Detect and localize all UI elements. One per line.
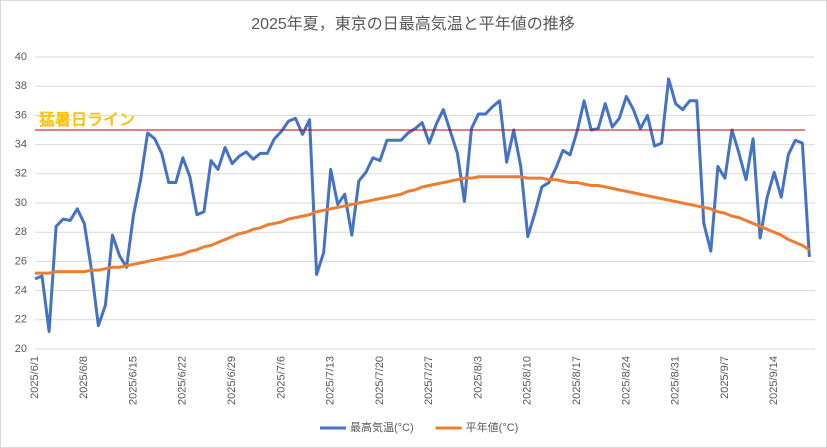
x-tick-label: 2025/6/22 [177,356,189,405]
x-tick-label: 2025/7/27 [423,356,435,405]
x-tick-label: 2025/6/8 [78,356,90,399]
y-tick-label: 40 [15,51,27,63]
y-tick-label: 36 [15,109,27,121]
series-line [35,175,811,275]
x-tick-label: 2025/7/13 [325,356,337,405]
x-tick-label: 2025/8/24 [620,356,632,405]
y-tick-label: 30 [15,197,27,209]
y-tick-label: 26 [15,255,27,267]
x-tick-label: 2025/6/1 [29,356,41,399]
x-tick-label: 2025/8/3 [472,356,484,399]
y-tick-label: 22 [15,314,27,326]
y-tick-label: 38 [15,80,27,92]
x-tick-label: 2025/8/10 [522,356,534,405]
x-tick-label: 2025/8/31 [670,356,682,405]
annotation-label: 猛暑日ライン [38,110,135,129]
x-tick-label: 2025/6/29 [226,356,238,405]
x-tick-label: 2025/7/20 [374,356,386,405]
chart-title: 2025年夏，東京の日最高気温と平年値の推移 [251,15,575,33]
x-tick-label: 2025/8/17 [571,356,583,405]
y-tick-label: 34 [15,139,27,151]
y-tick-label: 28 [15,226,27,238]
y-tick-label: 32 [15,168,27,180]
y-tick-label: 20 [15,343,27,355]
series-line [34,77,811,333]
y-tick-label: 24 [15,285,27,297]
legend-label: 平年値(°C) [466,420,519,434]
x-tick-label: 2025/7/6 [275,356,287,399]
x-tick-label: 2025/9/7 [719,356,731,399]
x-tick-label: 2025/6/15 [127,356,139,405]
x-tick-label: 2025/9/14 [768,356,780,405]
legend-label: 最高気温(°C) [350,420,414,434]
